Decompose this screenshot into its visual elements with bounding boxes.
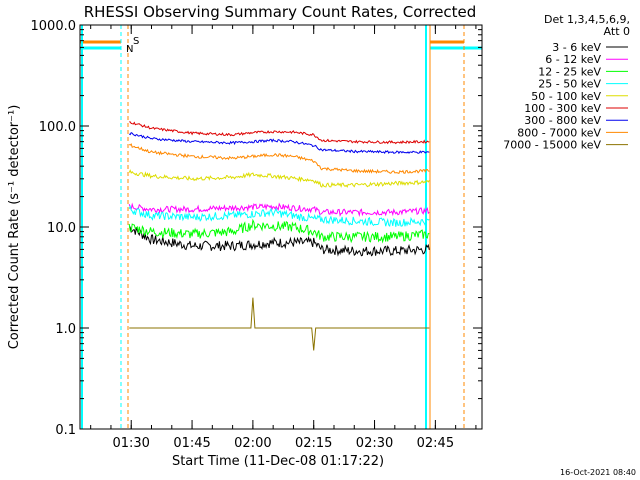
series-line-0 xyxy=(129,226,430,257)
legend-label: 300 - 800 keV xyxy=(524,114,601,127)
y-tick-label: 0.1 xyxy=(55,423,76,438)
legend-label: 100 - 300 keV xyxy=(524,102,601,115)
legend-label: 3 - 6 keV xyxy=(552,41,601,54)
y-tick-label: 1000.0 xyxy=(31,19,77,34)
legend-label: 6 - 12 keV xyxy=(545,53,601,66)
series-line-4 xyxy=(128,169,430,188)
y-axis: 0.1 1.0 10.0 100.0 1000.0 xyxy=(31,19,482,438)
x-tick-label: 02:00 xyxy=(234,436,271,451)
legend-label: 800 - 7000 keV xyxy=(517,126,601,139)
bar-label-s: S xyxy=(133,36,139,47)
series-line-1 xyxy=(128,202,430,217)
legend-header: Att 0 xyxy=(604,25,630,38)
legend-header: Det 1,3,4,5,6,9, xyxy=(544,13,630,26)
x-tick-label: 02:15 xyxy=(295,436,332,451)
series-line-8 xyxy=(129,297,430,351)
series-line-3 xyxy=(128,204,430,228)
legend-label: 7000 - 15000 keV xyxy=(503,139,601,152)
x-tick-label: 01:30 xyxy=(112,436,149,451)
series-line-5 xyxy=(129,121,430,145)
series-line-2 xyxy=(128,218,430,244)
y-axis-label: Corrected Count Rate (s⁻¹ detector⁻¹) xyxy=(7,105,22,350)
chart-title: RHESSI Observing Summary Count Rates, Co… xyxy=(84,3,477,21)
x-axis-label: Start Time (11-Dec-08 01:17:22) xyxy=(172,454,384,469)
y-tick-label: 1.0 xyxy=(55,322,76,337)
x-axis: 01:30 01:45 02:00 02:15 02:30 02:45 xyxy=(90,25,477,451)
x-tick-label: 02:45 xyxy=(417,436,454,451)
y-tick-label: 10.0 xyxy=(47,221,76,236)
series-line-7 xyxy=(128,143,430,175)
legend-label: 12 - 25 keV xyxy=(538,65,601,78)
legend-label: 50 - 100 keV xyxy=(531,90,601,103)
x-tick-label: 02:30 xyxy=(356,436,393,451)
series-line-6 xyxy=(128,132,430,155)
x-tick-label: 01:45 xyxy=(173,436,210,451)
timestamp-label: 16-Oct-2021 08:40 xyxy=(560,468,636,477)
bar-label-n: N xyxy=(126,44,133,55)
y-tick-label: 100.0 xyxy=(39,120,76,135)
legend-label: 25 - 50 keV xyxy=(538,78,601,91)
